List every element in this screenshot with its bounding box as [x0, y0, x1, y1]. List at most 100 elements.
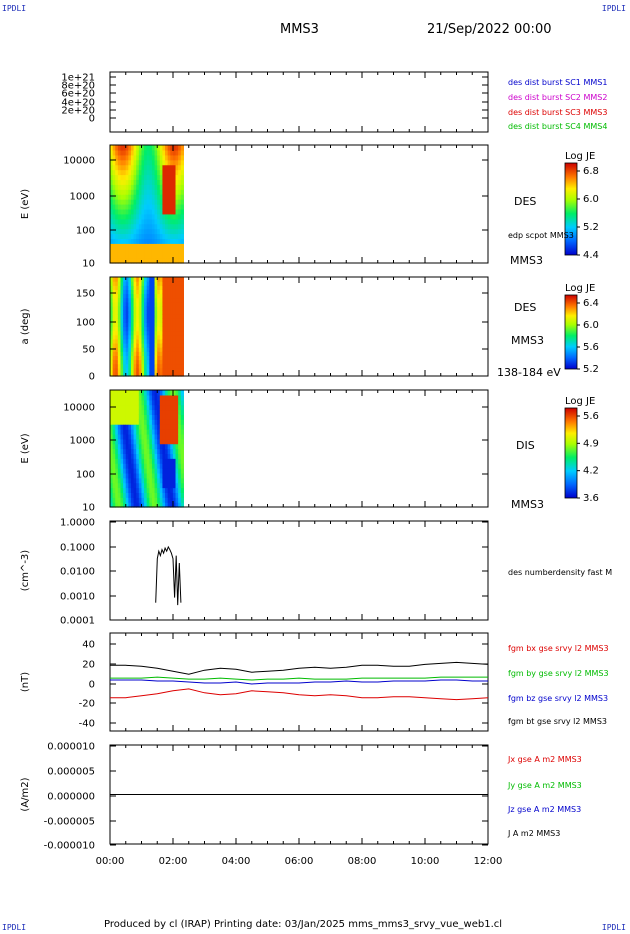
density-series-line — [155, 545, 182, 606]
legend-entry: MMS3 — [511, 334, 544, 347]
heatmap-cell — [144, 228, 148, 235]
heatmap-cell — [133, 258, 137, 264]
heatmap-cell — [133, 482, 137, 489]
heatmap-cell — [180, 453, 184, 459]
heatmap-cell — [123, 297, 127, 303]
heatmap-cell — [141, 487, 145, 493]
heatmap-cell — [149, 164, 153, 171]
heatmap-cell — [167, 438, 171, 445]
heatmap-cell — [175, 258, 179, 264]
heatmap-cell — [165, 502, 169, 508]
heatmap-cell — [128, 390, 132, 396]
heatmap-cell — [151, 477, 156, 484]
heatmap-cell — [123, 204, 127, 210]
heatmap-cell — [123, 497, 127, 503]
heatmap-cell — [144, 497, 148, 503]
heatmap-cell — [157, 438, 161, 445]
heatmap-cell — [112, 472, 116, 479]
heatmap-cell — [120, 338, 124, 344]
heatmap-cell — [125, 194, 129, 200]
heatmap-cell — [172, 363, 177, 369]
heatmap-cell — [138, 208, 143, 215]
heatmap-cell — [110, 390, 114, 396]
heatmap-cell — [149, 399, 153, 406]
y-tick-label: 100 — [76, 226, 95, 237]
heatmap-cell — [180, 487, 184, 493]
heatmap-cell — [123, 145, 127, 151]
heatmap-cell — [170, 213, 174, 220]
y-tick-label: 0.0010 — [60, 592, 95, 603]
heatmap-cell — [115, 189, 119, 195]
heatmap-cell — [154, 487, 158, 493]
heatmap-cell — [159, 174, 164, 181]
heatmap-cell — [125, 448, 129, 454]
heatmap-cell — [167, 448, 171, 454]
heatmap-cell — [144, 243, 148, 249]
heatmap-cell — [151, 443, 156, 450]
heatmap-cell — [146, 277, 150, 282]
heatmap-cell — [154, 169, 158, 176]
heatmap-cell — [128, 154, 132, 161]
heatmap-cell — [165, 472, 169, 479]
heatmap-cell — [157, 310, 161, 315]
heatmap-cell — [120, 174, 124, 181]
heatmap-cell — [130, 223, 135, 230]
heatmap-cell — [172, 293, 177, 299]
heatmap-cell — [120, 233, 124, 240]
heatmap-cell — [146, 204, 150, 210]
heatmap-cell — [175, 213, 179, 220]
heatmap-cell — [130, 453, 135, 459]
heatmap-cell — [138, 482, 143, 489]
heatmap-cell — [128, 424, 132, 430]
heatmap-cell — [151, 482, 156, 489]
heatmap-cell — [125, 297, 129, 303]
heatmap-cell — [167, 149, 171, 156]
heatmap-cell — [130, 443, 135, 450]
heatmap-cell — [138, 318, 143, 323]
heatmap-cell — [146, 213, 150, 220]
heatmap-cell — [162, 367, 166, 373]
heatmap-cell — [157, 289, 161, 295]
heatmap-cell — [146, 463, 150, 469]
heatmap-cell — [112, 371, 116, 377]
heatmap-cell — [120, 404, 124, 411]
legend-entry: MMS3 — [511, 498, 544, 511]
heatmap-cell — [144, 179, 148, 185]
legend-entry: des dist burst SC1 MMS1 — [508, 78, 607, 87]
heatmap-cell — [162, 338, 166, 344]
heatmap-cell — [125, 330, 129, 336]
heatmap-cell — [115, 448, 119, 454]
heatmap-cell — [162, 394, 166, 401]
heatmap-cell — [110, 277, 114, 282]
heatmap-cell — [175, 199, 179, 205]
heatmap-cell — [133, 487, 137, 493]
heatmap-cell — [157, 149, 161, 156]
heatmap-cell — [117, 343, 122, 348]
heatmap-cell — [151, 497, 156, 503]
heatmap-cell — [172, 154, 177, 161]
x-tick-label: 00:00 — [96, 856, 125, 867]
heatmap-cell — [138, 194, 143, 200]
y-tick-label: 0.1000 — [60, 543, 95, 554]
heatmap-cell — [167, 487, 171, 493]
heatmap-cell — [115, 238, 119, 244]
heatmap-cell — [125, 184, 129, 190]
heatmap-cell — [136, 468, 140, 474]
heatmap-cell — [117, 258, 122, 264]
heatmap-cell — [133, 399, 137, 406]
heatmap-cell — [110, 213, 114, 220]
heatmap-cell — [178, 497, 182, 503]
heatmap-cell — [149, 502, 153, 508]
heatmap-cell — [180, 338, 184, 344]
heatmap-cell — [117, 463, 122, 469]
heatmap-cell — [138, 145, 143, 151]
heatmap-cell — [125, 443, 129, 450]
heatmap-cell — [178, 448, 182, 454]
heatmap-cell — [110, 326, 114, 332]
heatmap-cell — [162, 145, 166, 151]
heatmap-cell — [112, 169, 116, 176]
heatmap-cell — [175, 223, 179, 230]
heatmap-cell — [149, 492, 153, 498]
heatmap-cell — [115, 404, 119, 411]
heatmap-cell — [130, 169, 135, 176]
